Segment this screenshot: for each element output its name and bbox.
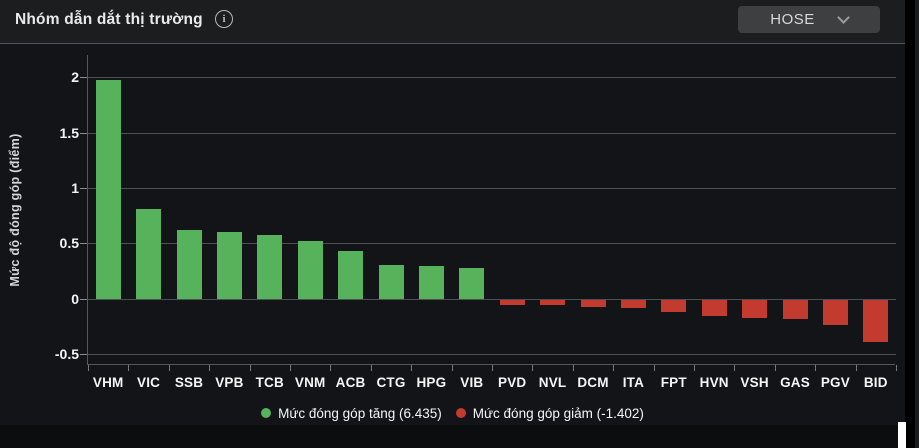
panel-header: Nhóm dẫn dắt thị trường i HOSE (0, 0, 905, 44)
x-axis-tick-mark (855, 365, 857, 371)
bar-PGV[interactable] (822, 299, 848, 326)
gridline (88, 243, 896, 245)
y-axis-tick-mark (80, 298, 87, 300)
x-tick-label-DCM: DCM (577, 375, 609, 390)
x-tick-label-VNM: VNM (294, 375, 326, 390)
bar-chart-plot-area: 2 1.5 1 0.5 0 -0.5 VHM VIC SSB VPB TCB VNM ACB CTG HPG… (55, 55, 897, 390)
x-axis-tick-mark (209, 365, 211, 371)
x-axis-tick-mark (128, 365, 130, 371)
y-tick-label: 2 (71, 69, 79, 86)
bar-DCM[interactable] (580, 299, 606, 308)
x-axis-tick-mark (168, 365, 170, 371)
x-axis-tick-mark (653, 365, 655, 371)
x-axis-tick-mark (290, 365, 291, 371)
x-tick-label-ITA: ITA (622, 375, 645, 390)
bar-VNM[interactable] (297, 241, 323, 299)
legend-dot-red (455, 408, 466, 418)
x-axis-tick-mark (815, 365, 817, 371)
panel-title: Nhóm dẫn dắt thị trường (15, 11, 203, 28)
legend-dot-green (261, 408, 272, 418)
bar-BID[interactable] (863, 299, 889, 342)
x-tick-label-HPG: HPG (416, 375, 447, 390)
x-tick-label-CTG: CTG (376, 375, 406, 390)
scrollbar-track[interactable] (905, 0, 915, 448)
x-axis-tick-mark (694, 365, 695, 371)
gridline (88, 77, 896, 79)
x-axis-tick-mark (370, 365, 372, 371)
x-axis-tick-mark (451, 365, 453, 371)
chevron-down-icon (836, 11, 850, 24)
bar-HVN[interactable] (701, 299, 727, 317)
x-tick-label-VHM: VHM (92, 375, 124, 390)
x-axis-tick-mark (411, 365, 413, 371)
x-axis-tick-mark (330, 365, 332, 371)
bar-HPG[interactable] (418, 266, 444, 299)
x-axis-tick-mark (492, 365, 493, 371)
x-axis-tick-mark (572, 365, 574, 371)
exchange-dropdown[interactable]: HOSE (738, 6, 880, 33)
y-axis-title: Mức độ đóng góp (điểm) (8, 133, 22, 287)
y-tick-label: -0.5 (54, 345, 79, 362)
panel-bottom-strip (0, 425, 905, 448)
x-axis-tick-mark (532, 365, 534, 371)
x-tick-label-BID: BID (863, 375, 888, 390)
x-tick-label-SSB: SSB (174, 375, 204, 390)
gridline (88, 298, 896, 300)
x-tick-label-VPB: VPB (215, 375, 244, 390)
x-tick-label-TCB: TCB (255, 375, 284, 390)
bar-TCB[interactable] (257, 235, 283, 299)
bar-VHM[interactable] (95, 80, 121, 299)
gridline (88, 132, 896, 134)
x-tick-label-NVL: NVL (538, 375, 567, 390)
y-axis-tick-mark (80, 187, 87, 189)
bar-GAS[interactable] (782, 299, 808, 320)
x-axis-tick-mark (613, 365, 615, 371)
info-circle-icon[interactable]: i (215, 10, 233, 28)
legend-item-positive[interactable]: Mức đóng góp tăng (6.435) (261, 406, 442, 421)
x-tick-label-PGV: PGV (820, 375, 850, 390)
legend-label-positive: Mức đóng góp tăng (6.435) (278, 405, 442, 421)
x-axis-tick-mark (249, 365, 251, 371)
x-tick-label-HVN: HVN (699, 375, 729, 390)
x-axis-tick-mark (734, 365, 736, 371)
adjacent-panel-edge (915, 0, 919, 448)
x-tick-label-VIC: VIC (137, 375, 161, 390)
y-tick-label: 1.5 (59, 124, 79, 141)
y-axis-tick-mark (80, 77, 87, 79)
y-tick-label: 1 (71, 179, 79, 196)
x-axis-tick-mark (896, 365, 897, 371)
y-axis-tick-mark (80, 132, 87, 134)
x-tick-label-GAS: GAS (780, 375, 810, 390)
bar-VPB[interactable] (216, 232, 242, 299)
bar-ACB[interactable] (338, 250, 364, 299)
bar-CTG[interactable] (378, 265, 404, 299)
gridline (88, 187, 896, 189)
y-tick-label: 0.5 (59, 235, 79, 252)
bar-VSH[interactable] (742, 299, 768, 319)
x-tick-label-FPT: FPT (660, 375, 687, 390)
bar-VIB[interactable] (459, 267, 485, 299)
x-tick-label-VIB: VIB (460, 375, 484, 390)
legend-label-negative: Mức đóng góp giảm (-1.402) (472, 405, 644, 421)
scrollbar-thumb[interactable] (898, 422, 906, 448)
gridline (88, 353, 896, 355)
legend-item-negative[interactable]: Mức đóng góp giảm (-1.402) (455, 405, 644, 421)
x-axis-tick-mark (774, 365, 776, 371)
bar-NVL[interactable] (540, 299, 566, 306)
x-tick-label-PVD: PVD (498, 375, 527, 390)
bar-PVD[interactable] (499, 299, 525, 306)
x-tick-label-VSH: VSH (740, 375, 769, 390)
y-axis-tick-mark (80, 243, 87, 245)
bar-VIC[interactable] (136, 208, 162, 299)
bar-ITA[interactable] (620, 299, 646, 309)
exchange-dropdown-value: HOSE (770, 11, 815, 28)
chart-legend: Mức đóng góp tăng (6.435) Mức đóng góp g… (0, 401, 905, 425)
bar-FPT[interactable] (661, 299, 687, 312)
x-tick-label-ACB: ACB (335, 375, 366, 390)
y-tick-label: 0 (71, 290, 79, 307)
x-axis-tick-mark (88, 365, 89, 371)
bar-SSB[interactable] (176, 229, 202, 299)
y-axis-tick-mark (80, 353, 87, 355)
